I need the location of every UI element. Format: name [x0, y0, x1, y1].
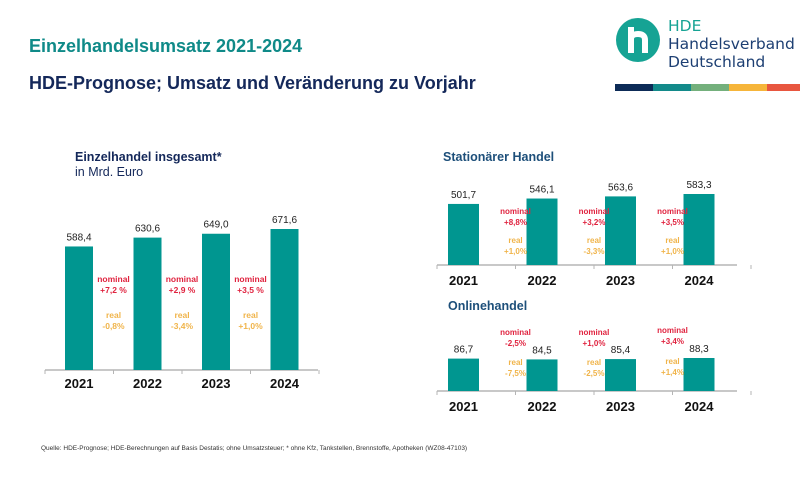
real-label: real: [665, 357, 679, 366]
real-label: real: [508, 358, 522, 367]
real-change-value: -3,3%: [584, 247, 605, 256]
nominal-label: nominal: [579, 207, 610, 216]
nominal-label: nominal: [579, 328, 610, 337]
x-tick-label: 2021: [449, 399, 478, 414]
nominal-change-value: +1,0%: [583, 339, 606, 348]
logo-stripe-segment: [691, 84, 729, 91]
bar-value-label: 88,3: [689, 344, 709, 355]
nominal-change-value: +3,5 %: [237, 285, 264, 295]
nominal-change-value: +2,9 %: [169, 285, 196, 295]
bar-2023: [202, 233, 230, 370]
bar-value-label: 501,7: [451, 190, 476, 201]
real-change-value: +1,0%: [661, 247, 684, 256]
bar-value-label: 85,4: [611, 345, 631, 356]
real-change-value: +1,0%: [238, 321, 263, 331]
x-tick-label: 2024: [270, 376, 300, 391]
real-change-value: +1,4%: [661, 368, 684, 377]
bar-2022: [526, 359, 558, 391]
chart3-title: Onlinehandel: [448, 299, 528, 313]
bar-value-label: 649,0: [203, 220, 228, 231]
bar-value-label: 563,6: [608, 182, 633, 193]
bar-2022: [526, 198, 558, 265]
nominal-label: nominal: [657, 326, 688, 335]
bar-2023: [605, 359, 636, 391]
bar-2021: [448, 358, 479, 391]
x-tick-label: 2023: [606, 399, 635, 414]
logo-stripe-segment: [767, 84, 800, 91]
chart1-title: Einzelhandel insgesamt*: [75, 150, 222, 164]
bar-value-label: 86,7: [454, 345, 474, 356]
nominal-label: nominal: [234, 274, 267, 284]
hde-logo-icon: [616, 18, 660, 62]
real-label: real: [508, 236, 522, 245]
nominal-label: nominal: [166, 274, 199, 284]
nominal-change-value: +3,2%: [583, 218, 606, 227]
x-tick-label: 2021: [449, 273, 478, 288]
x-tick-label: 2022: [133, 376, 162, 391]
chart2-title: Stationärer Handel: [443, 150, 555, 164]
x-tick-label: 2022: [528, 399, 557, 414]
real-label: real: [106, 310, 121, 320]
x-tick-label: 2024: [685, 399, 715, 414]
bar-2024: [683, 194, 715, 265]
bar-2022: [133, 237, 162, 370]
real-label: real: [243, 310, 258, 320]
nominal-change-value: +3,5%: [661, 218, 684, 227]
bar-2021: [65, 246, 93, 370]
logo-stripe-segment: [653, 84, 691, 91]
chart1-subtitle: in Mrd. Euro: [75, 165, 144, 179]
bar-value-label: 630,6: [135, 224, 160, 235]
nominal-change-value: +8,8%: [504, 218, 527, 227]
x-tick-label: 2021: [65, 376, 94, 391]
hde-logo: HDE Handelsverband Deutschland: [612, 14, 800, 94]
logo-line3: Deutschland: [668, 53, 766, 71]
nominal-label: nominal: [500, 328, 531, 337]
nominal-label: nominal: [657, 207, 688, 216]
nominal-change-value: +3,4%: [661, 337, 684, 346]
bar-value-label: 583,3: [686, 180, 711, 191]
source-note: Quelle: HDE-Prognose; HDE-Berechnungen a…: [41, 445, 468, 452]
bar-value-label: 546,1: [529, 185, 554, 196]
bar-2023: [605, 196, 636, 265]
nominal-label: nominal: [500, 207, 531, 216]
real-label: real: [587, 358, 601, 367]
real-change-value: -0,8%: [102, 321, 125, 331]
page-title: Einzelhandelsumsatz 2021-2024: [29, 36, 303, 56]
real-label: real: [587, 236, 601, 245]
logo-line2: Handelsverband: [668, 35, 795, 53]
nominal-change-value: +7,2 %: [100, 285, 127, 295]
x-tick-label: 2023: [606, 273, 635, 288]
nominal-change-value: -2,5%: [505, 339, 526, 348]
bar-value-label: 84,5: [532, 345, 552, 356]
bar-value-label: 671,6: [272, 215, 297, 226]
bar-2024: [683, 358, 715, 391]
x-tick-label: 2024: [685, 273, 715, 288]
real-change-value: +1,0%: [504, 247, 527, 256]
real-label: real: [174, 310, 189, 320]
bar-2024: [270, 229, 299, 370]
logo-hde-text: HDE: [668, 17, 702, 35]
logo-stripe-segment: [729, 84, 767, 91]
nominal-label: nominal: [97, 274, 130, 284]
bar-value-label: 588,4: [66, 232, 91, 243]
bar-2021: [448, 203, 479, 265]
real-label: real: [665, 236, 679, 245]
logo-stripe-segment: [615, 84, 653, 91]
page-subtitle: HDE-Prognose; Umsatz und Veränderung zu …: [29, 73, 476, 93]
x-tick-label: 2023: [202, 376, 231, 391]
real-change-value: -7,5%: [505, 369, 526, 378]
real-change-value: -3,4%: [171, 321, 194, 331]
x-tick-label: 2022: [528, 273, 557, 288]
real-change-value: -2,5%: [584, 369, 605, 378]
